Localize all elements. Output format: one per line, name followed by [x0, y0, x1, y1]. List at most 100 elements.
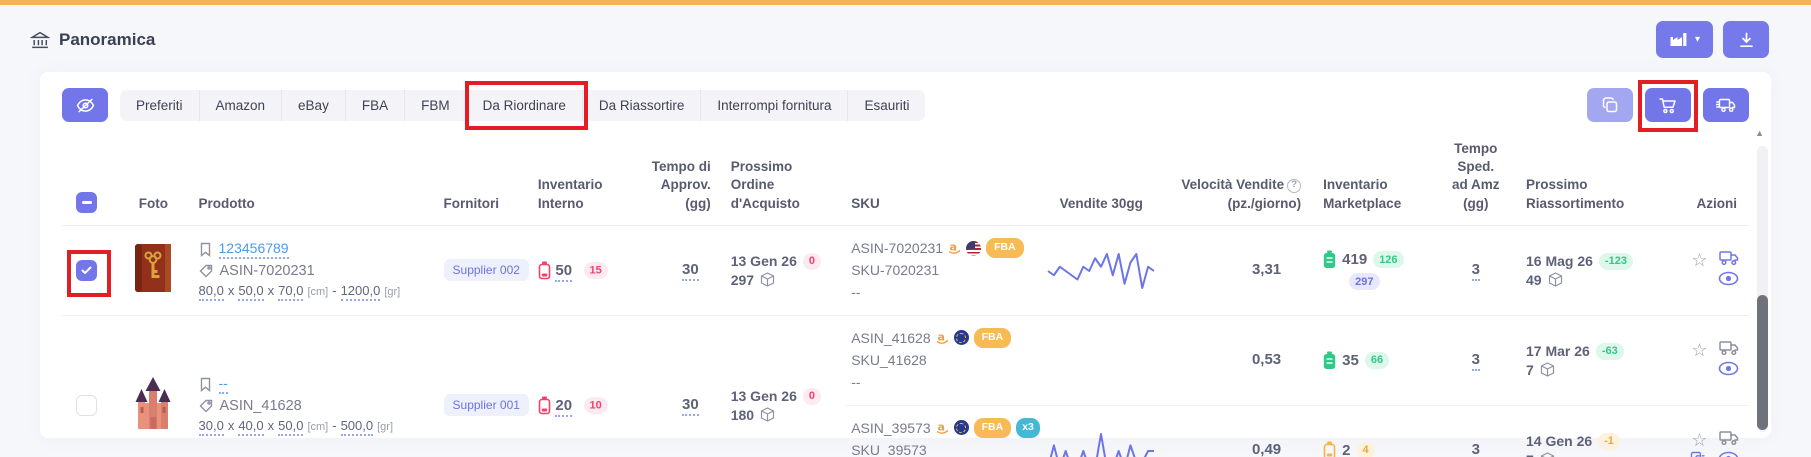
eu-flag-icon: [953, 330, 969, 346]
tab-preferiti[interactable]: Preferiti: [120, 89, 200, 121]
order-date: 13 Gen 26: [730, 388, 797, 405]
ship-days[interactable]: 3: [1471, 441, 1480, 457]
shipment-truck-icon[interactable]: [1719, 340, 1739, 356]
col-fornitori: Fornitori: [443, 195, 500, 211]
dim-depth[interactable]: 50,0: [238, 283, 264, 301]
product-dimensions: 30,0 x 40,0 x 50,0 [cm] - 500,0 [gr]: [198, 418, 432, 436]
svg-text:a: a: [937, 421, 944, 434]
table-row: 123456789 ASIN-7020231 80,0 x 50,0 x 70,…: [62, 225, 1749, 316]
internal-stock[interactable]: 20: [555, 396, 573, 417]
export-download-button[interactable]: [1723, 21, 1769, 58]
product-photo[interactable]: [132, 242, 174, 299]
duplicate-button[interactable]: [1587, 88, 1633, 122]
internal-stock[interactable]: 50: [555, 261, 573, 282]
overview-card: Preferiti Amazon eBay FBA FBM Da Riordin…: [40, 72, 1771, 457]
listing-asin: ASIN_39573: [851, 419, 931, 436]
tab-amazon[interactable]: Amazon: [200, 89, 283, 121]
ship-days[interactable]: 3: [1471, 351, 1480, 372]
favorite-star-icon[interactable]: ☆: [1691, 429, 1708, 450]
shipment-truck-icon[interactable]: [1719, 250, 1739, 266]
order-badge: 0: [802, 252, 821, 270]
restock-badge: -1: [1598, 432, 1620, 450]
cart-button[interactable]: [1638, 80, 1698, 132]
copy-icon: [1602, 97, 1618, 113]
scroll-up-icon[interactable]: ▲: [1755, 128, 1764, 138]
favorite-star-icon[interactable]: ☆: [1691, 249, 1708, 270]
col-azioni: Azioni: [1696, 195, 1738, 211]
amazon-icon: a: [936, 421, 949, 435]
col-velocita: Velocità Vendite?: [1173, 176, 1302, 194]
scrollbar-track[interactable]: [1757, 146, 1768, 432]
fba-badge: FBA: [986, 237, 1024, 259]
lead-time[interactable]: 30: [682, 396, 699, 417]
product-ref-link[interactable]: --: [218, 375, 228, 394]
tab-ebay[interactable]: eBay: [282, 89, 346, 121]
tab-interrompi-fornitura[interactable]: Interrompi fornitura: [701, 89, 849, 121]
ship-days[interactable]: 3: [1471, 261, 1480, 282]
product-dimensions: 80,0 x 50,0 x 70,0 [cm] - 1200,0 [gr]: [198, 283, 432, 301]
product-photo[interactable]: [130, 376, 176, 434]
col-inventario-marketplace: Inventario: [1323, 177, 1388, 193]
restock-qty: 7: [1526, 452, 1534, 457]
products-table: Foto Prodotto Fornitori Inventario Intern…: [62, 134, 1749, 457]
stock-badge: 15: [583, 261, 608, 279]
product-ref-link[interactable]: 123456789: [218, 240, 289, 259]
svg-text:a: a: [950, 241, 957, 254]
page-header: Panoramica ▾: [0, 5, 1811, 72]
view-eye-icon[interactable]: [1718, 361, 1739, 376]
row-checkbox[interactable]: [76, 394, 97, 416]
col-tempo-approv: Tempo di: [651, 159, 711, 175]
lead-time[interactable]: 30: [682, 261, 699, 282]
package-icon: [1540, 452, 1555, 457]
hide-columns-button[interactable]: [62, 88, 108, 122]
bank-icon: [30, 31, 50, 49]
marketplace-badge: 4: [1356, 441, 1375, 457]
copy-dashed-icon[interactable]: [1690, 451, 1707, 457]
view-eye-icon[interactable]: [1718, 451, 1739, 457]
favorite-star-icon[interactable]: ☆: [1691, 339, 1708, 360]
help-icon[interactable]: ?: [1287, 178, 1302, 193]
amazon-icon: a: [948, 241, 961, 255]
battery-low-icon: [538, 396, 551, 415]
listing-variant: --: [851, 374, 861, 391]
ship-button[interactable]: [1703, 88, 1749, 122]
restock-badge: -123: [1598, 252, 1633, 270]
factory-icon: [1669, 32, 1688, 47]
battery-low-icon: [1323, 441, 1336, 457]
row-checkbox[interactable]: [67, 249, 111, 297]
dim-width[interactable]: 80,0: [198, 283, 224, 301]
order-badge: 0: [802, 387, 821, 405]
col-sku: SKU: [851, 195, 880, 211]
dim-weight[interactable]: 500,0: [340, 418, 374, 436]
warehouse-select-button[interactable]: ▾: [1655, 21, 1713, 58]
filter-tabs: Preferiti Amazon eBay FBA FBM Da Riordin…: [120, 80, 926, 130]
top-accent-bar: [0, 0, 1811, 5]
marketplace-badge: 126: [1373, 251, 1404, 269]
dim-weight[interactable]: 1200,0: [340, 283, 381, 301]
dim-width[interactable]: 30,0: [198, 418, 224, 436]
tab-da-riordinare[interactable]: Da Riordinare: [464, 80, 589, 130]
scrollbar-thumb[interactable]: [1757, 294, 1768, 430]
tab-fba[interactable]: FBA: [346, 89, 406, 121]
supplier-badge[interactable]: Supplier 001: [443, 394, 529, 417]
col-prossimo-ordine: Prossimo: [730, 159, 793, 175]
restock-date: 17 Mar 26: [1525, 343, 1590, 360]
dim-depth[interactable]: 40,0: [238, 418, 264, 436]
package-icon: [760, 407, 775, 422]
shipment-truck-icon[interactable]: [1719, 430, 1739, 446]
marketplace-stock: 35: [1342, 351, 1359, 369]
marketplace-stock: 2: [1342, 441, 1351, 457]
tab-fbm[interactable]: FBM: [405, 89, 467, 121]
listing-sku: SKU-7020231: [851, 262, 940, 279]
eye-off-icon: [76, 98, 95, 113]
dim-height[interactable]: 70,0: [278, 283, 304, 301]
view-eye-icon[interactable]: [1718, 271, 1739, 286]
svg-text:a: a: [937, 331, 944, 344]
listing-asin: ASIN_41628: [851, 329, 931, 346]
supplier-badge[interactable]: Supplier 002: [443, 259, 529, 282]
dim-height[interactable]: 50,0: [278, 418, 304, 436]
select-all-checkbox[interactable]: [76, 191, 97, 213]
tab-da-riassortire[interactable]: Da Riassortire: [583, 89, 702, 121]
package-icon: [760, 272, 775, 287]
tab-esauriti[interactable]: Esauriti: [848, 90, 925, 121]
